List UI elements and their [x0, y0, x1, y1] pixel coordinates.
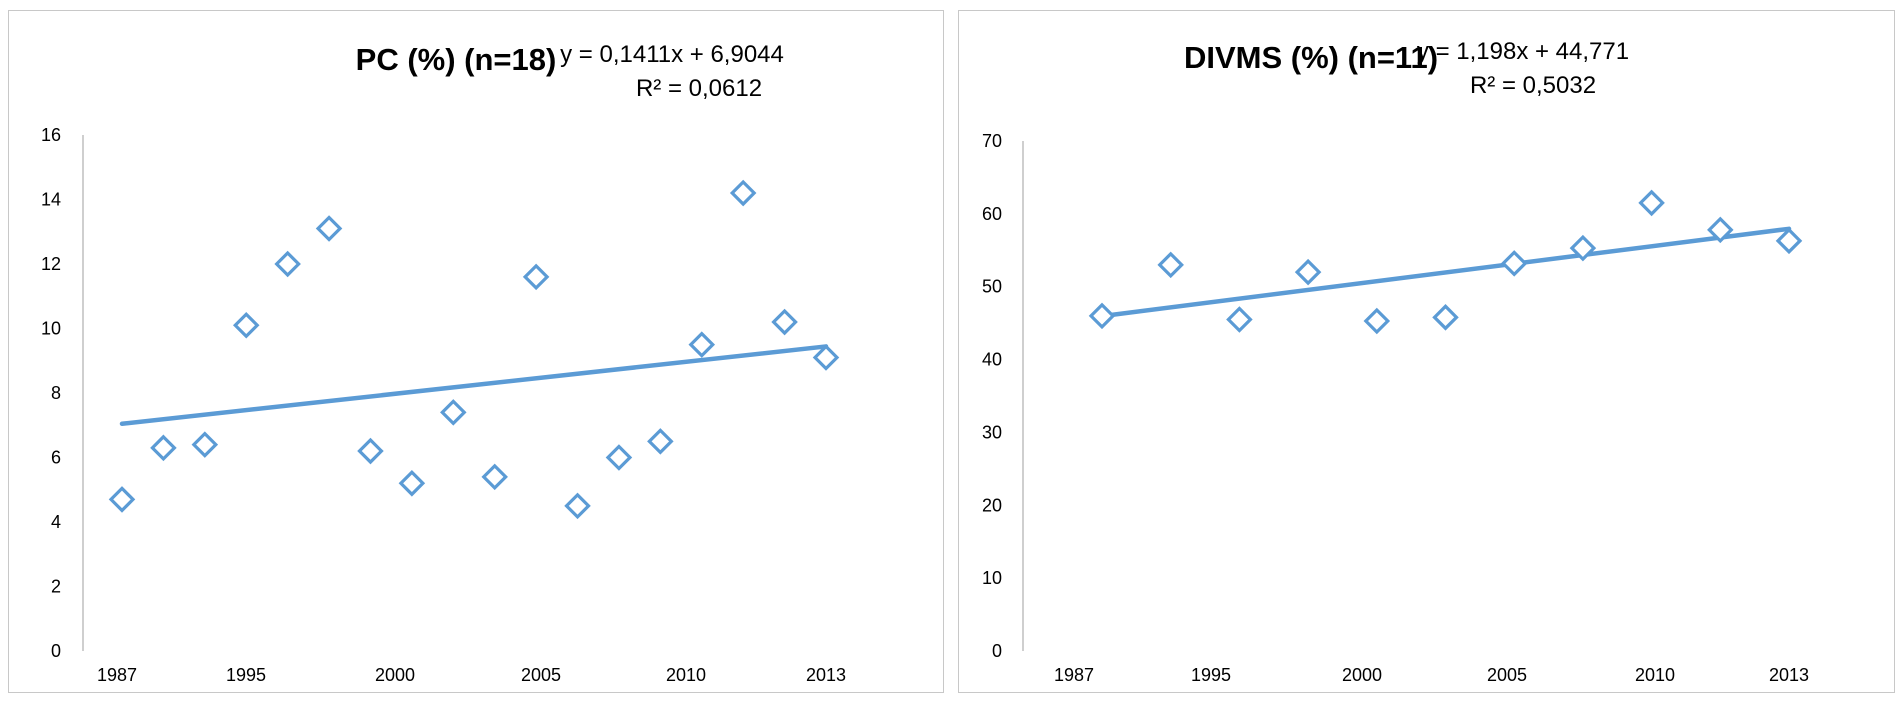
- x-tick-label: 1987: [1054, 665, 1094, 685]
- chart-panel-divms: DIVMS (%) (n=11) y = 1,198x + 44,771 R² …: [958, 10, 1895, 693]
- data-point-marker: [605, 444, 633, 471]
- data-point-marker: [440, 399, 467, 426]
- y-tick-label: 70: [982, 131, 1002, 151]
- data-points: [1088, 189, 1803, 335]
- y-tick-label: 20: [982, 495, 1002, 515]
- r-squared-label: R² = 0,5032: [1470, 72, 1596, 99]
- data-point-marker: [398, 470, 426, 497]
- data-point-marker: [1088, 302, 1116, 330]
- x-tick-label: 2013: [806, 665, 846, 685]
- pc-scatter-chart: PC (%) (n=18) y = 0,1411x + 6,9044 R² = …: [41, 41, 846, 685]
- x-tick-labels: 1987 1995 2000 2005 2010 2013: [97, 665, 846, 685]
- divms-scatter-chart: DIVMS (%) (n=11) y = 1,198x + 44,771 R² …: [982, 38, 1809, 685]
- trendline-equation: y = 0,1411x + 6,9044: [560, 41, 784, 68]
- y-tick-label: 0: [992, 641, 1002, 661]
- y-tick-label: 30: [982, 422, 1002, 442]
- data-point-marker: [1226, 306, 1253, 333]
- y-tick-label: 50: [982, 277, 1002, 297]
- trendline-equation: y = 1,198x + 44,771: [1417, 38, 1629, 65]
- x-tick-label: 1995: [1191, 665, 1231, 685]
- data-point-marker: [564, 492, 591, 520]
- data-point-marker: [688, 331, 716, 358]
- data-point-marker: [481, 463, 508, 491]
- x-tick-label: 1987: [97, 665, 137, 685]
- data-point-marker: [191, 431, 219, 458]
- x-tick-label: 2010: [1635, 665, 1675, 685]
- data-point-marker: [1294, 258, 1322, 286]
- y-tick-label: 40: [982, 350, 1002, 370]
- y-tick-label: 10: [982, 568, 1002, 588]
- y-tick-label: 0: [51, 641, 61, 661]
- data-point-marker: [232, 312, 260, 339]
- x-tick-label: 2000: [375, 665, 415, 685]
- x-tick-labels: 1987 1995 2000 2005 2010 2013: [1054, 665, 1809, 685]
- trendline: [1099, 226, 1792, 319]
- y-tick-label: 60: [982, 204, 1002, 224]
- data-point-marker: [1500, 250, 1528, 277]
- x-tick-label: 2005: [521, 665, 561, 685]
- data-points: [108, 179, 840, 520]
- data-point-marker: [1363, 307, 1391, 335]
- data-point-marker: [1707, 216, 1734, 244]
- y-tick-label: 10: [41, 319, 61, 339]
- data-point-marker: [357, 437, 384, 465]
- data-point-marker: [1157, 251, 1184, 279]
- chart-title: PC (%) (n=18): [356, 42, 557, 77]
- x-tick-label: 2000: [1342, 665, 1382, 685]
- data-point-marker: [150, 434, 177, 462]
- data-point-marker: [1638, 189, 1665, 217]
- data-point-marker: [274, 250, 301, 278]
- y-tick-labels: 0 10 20 30 40 50 60 70: [982, 131, 1002, 661]
- x-tick-label: 2005: [1487, 665, 1527, 685]
- trendline: [119, 344, 829, 427]
- y-tick-label: 8: [51, 383, 61, 403]
- data-point-marker: [1569, 234, 1597, 262]
- data-point-marker: [522, 263, 550, 291]
- x-tick-label: 2010: [666, 665, 706, 685]
- y-tick-label: 2: [51, 577, 61, 597]
- r-squared-label: R² = 0,0612: [636, 75, 762, 102]
- data-point-marker: [108, 486, 136, 513]
- data-point-marker: [315, 215, 343, 242]
- data-point-marker: [1432, 304, 1459, 331]
- y-tick-label: 6: [51, 448, 61, 468]
- y-tick-label: 16: [41, 125, 61, 145]
- data-point-marker: [1775, 227, 1803, 255]
- y-tick-label: 12: [41, 254, 61, 274]
- chart-panel-pc: PC (%) (n=18) y = 0,1411x + 6,9044 R² = …: [8, 10, 944, 693]
- y-tick-label: 14: [41, 190, 61, 210]
- data-point-marker: [771, 308, 798, 336]
- chart-title: DIVMS (%) (n=11): [1184, 40, 1438, 75]
- y-tick-labels: 0 2 4 6 8 10 12 14 16: [41, 125, 61, 661]
- x-tick-label: 1995: [226, 665, 266, 685]
- data-point-marker: [812, 344, 840, 371]
- x-tick-label: 2013: [1769, 665, 1809, 685]
- data-point-marker: [729, 179, 757, 207]
- data-point-marker: [647, 428, 674, 455]
- y-tick-label: 4: [51, 512, 61, 532]
